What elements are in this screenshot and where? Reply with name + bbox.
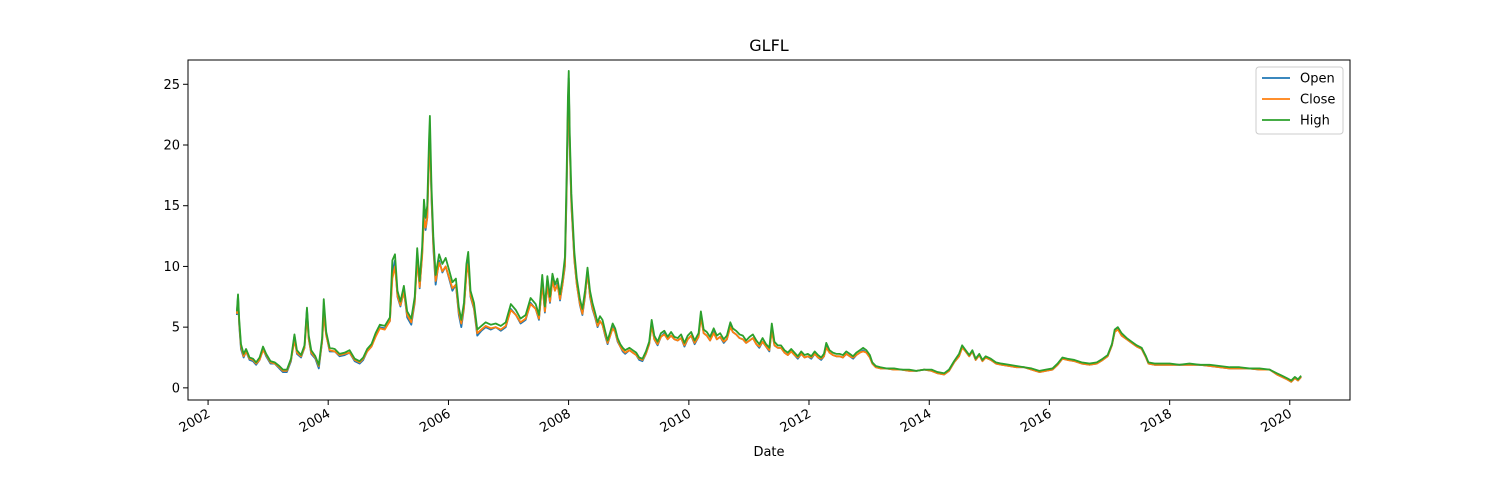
y-tick-label: 25: [163, 78, 180, 93]
y-tick-label: 20: [163, 139, 180, 154]
y-tick-label: 15: [163, 199, 180, 214]
x-axis-label: Date: [753, 445, 784, 460]
y-tick-label: 10: [163, 260, 180, 275]
legend-label-close: Close: [1300, 93, 1335, 108]
y-tick-label: 0: [172, 381, 180, 396]
legend-label-high: High: [1300, 114, 1330, 129]
y-tick-label: 5: [172, 321, 180, 336]
legend: Open Close High: [1256, 67, 1343, 134]
chart-title: GLFL: [749, 36, 789, 55]
legend-label-open: Open: [1300, 72, 1335, 87]
